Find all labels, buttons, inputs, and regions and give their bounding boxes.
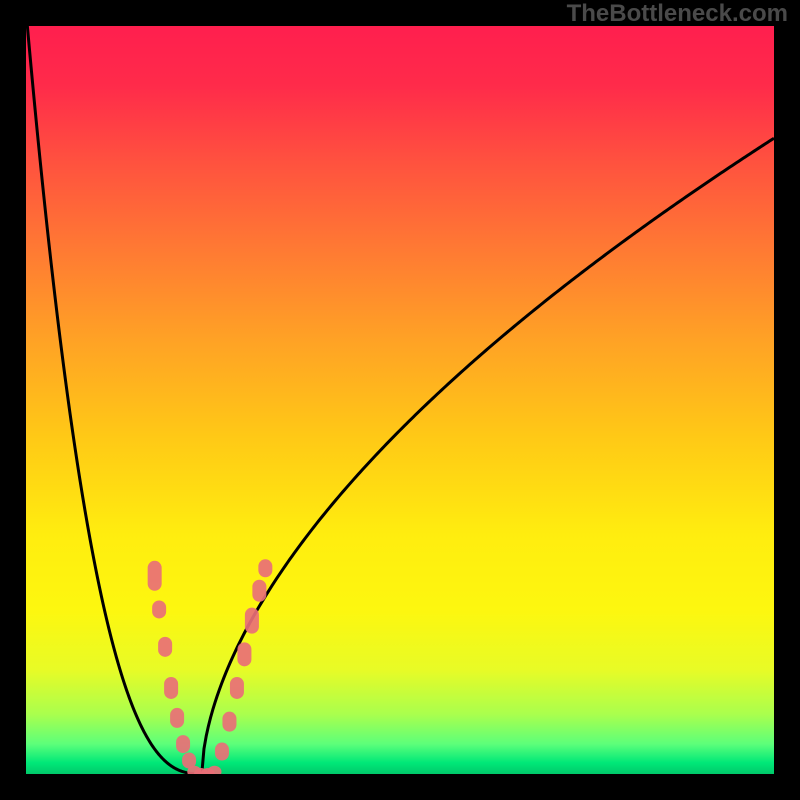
marker-left xyxy=(170,708,184,728)
marker-right xyxy=(237,642,251,666)
chart-root: TheBottleneck.com xyxy=(0,0,800,800)
watermark-text: TheBottleneck.com xyxy=(567,0,788,28)
marker-left xyxy=(148,561,162,591)
marker-right xyxy=(252,580,266,602)
marker-left xyxy=(152,600,166,618)
marker-right xyxy=(230,677,244,699)
marker-left xyxy=(164,677,178,699)
bottleneck-chart xyxy=(0,0,800,800)
marker-right xyxy=(258,559,272,577)
marker-right xyxy=(215,743,229,761)
marker-right xyxy=(245,608,259,634)
marker-left xyxy=(158,637,172,657)
marker-left xyxy=(176,735,190,753)
marker-right xyxy=(222,712,236,732)
plot-gradient-background xyxy=(26,26,774,774)
